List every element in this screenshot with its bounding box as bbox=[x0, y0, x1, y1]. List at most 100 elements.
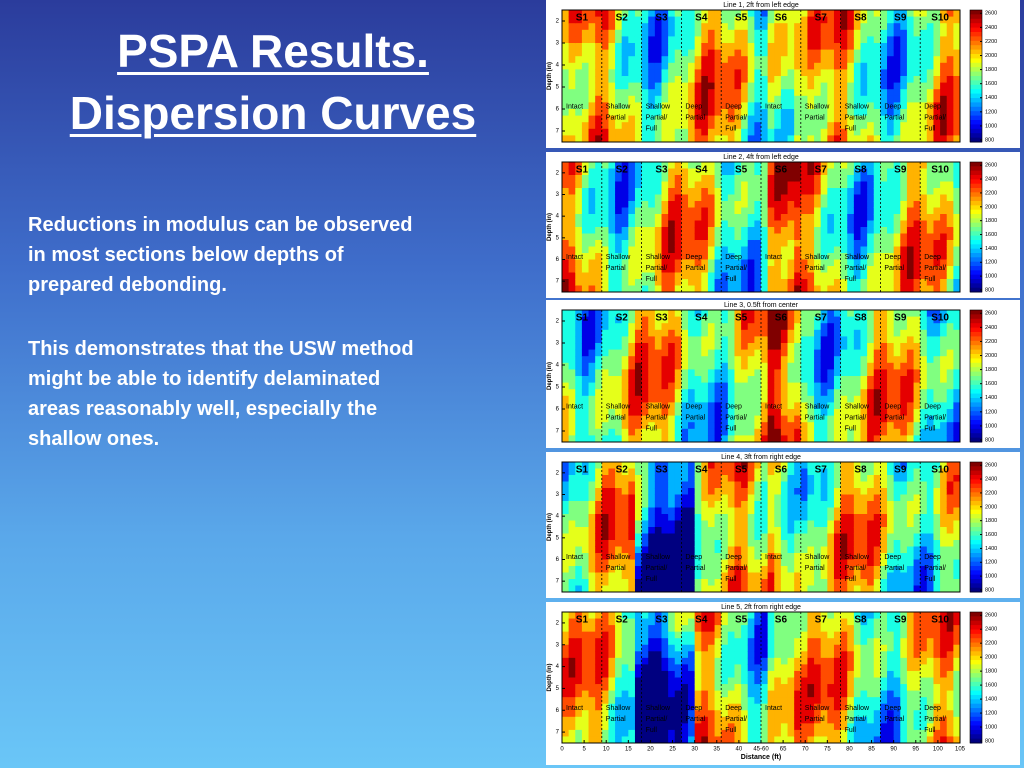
contour-cell bbox=[840, 415, 848, 423]
contour-cell bbox=[900, 462, 908, 469]
contour-cell bbox=[900, 316, 908, 324]
contour-cell bbox=[588, 349, 596, 357]
colorbar-cell bbox=[970, 222, 982, 228]
contour-cell bbox=[701, 382, 709, 390]
contour-cell bbox=[860, 246, 868, 254]
contour-cell bbox=[641, 240, 649, 247]
contour-cell bbox=[794, 559, 802, 567]
contour-cell bbox=[694, 122, 702, 130]
contour-cell bbox=[628, 468, 636, 476]
section-label: S1 bbox=[576, 13, 589, 24]
contour-cell bbox=[833, 494, 842, 502]
contour-cell bbox=[628, 188, 636, 195]
contour-cell bbox=[847, 585, 855, 593]
contour-cell bbox=[681, 494, 689, 502]
contour-cell bbox=[654, 520, 662, 528]
contour-cell bbox=[913, 356, 921, 364]
contour-cell bbox=[913, 162, 921, 169]
contour-cell bbox=[807, 207, 815, 215]
contour-cell bbox=[774, 175, 782, 182]
contour-cell bbox=[761, 246, 769, 254]
contour-cell bbox=[906, 369, 915, 377]
contour-cell bbox=[800, 579, 808, 586]
contour-cell bbox=[714, 89, 722, 97]
contour-cell bbox=[827, 76, 835, 84]
contour-cell bbox=[807, 233, 815, 241]
contour-cell bbox=[714, 253, 722, 260]
contour-cell bbox=[880, 501, 888, 508]
contour-cell bbox=[707, 356, 716, 364]
contour-cell bbox=[946, 323, 954, 331]
contour-cell bbox=[694, 402, 702, 410]
contour-cell bbox=[946, 10, 954, 18]
contour-cell bbox=[780, 520, 789, 528]
contour-cell bbox=[701, 240, 709, 247]
contour-cell bbox=[847, 162, 855, 169]
contour-cell bbox=[761, 329, 769, 337]
colorbar-cell bbox=[970, 253, 982, 258]
contour-cell bbox=[926, 36, 934, 44]
contour-cell bbox=[747, 240, 755, 247]
contour-cell bbox=[787, 585, 795, 593]
contour-cell bbox=[847, 259, 855, 267]
contour-cell bbox=[853, 316, 861, 324]
contour-cell bbox=[707, 36, 716, 44]
contour-cell bbox=[814, 181, 822, 189]
contour-cell bbox=[648, 323, 656, 331]
contour-cell bbox=[880, 188, 888, 195]
contour-cell bbox=[940, 233, 948, 241]
contour-cell bbox=[800, 514, 808, 521]
contour-cell bbox=[946, 194, 954, 202]
contour-cell bbox=[754, 233, 762, 241]
contour-cell bbox=[694, 207, 702, 215]
contour-cell bbox=[840, 285, 848, 293]
contour-cell bbox=[714, 36, 722, 44]
contour-cell bbox=[721, 115, 729, 123]
contour-cell bbox=[800, 109, 808, 117]
contour-cell bbox=[940, 323, 948, 331]
contour-cell bbox=[701, 310, 709, 318]
section-label: S8 bbox=[854, 165, 867, 176]
contour-cell bbox=[661, 514, 669, 521]
contour-cell bbox=[847, 329, 855, 337]
contour-cell bbox=[920, 415, 928, 423]
contour-cell bbox=[661, 533, 669, 541]
contour-cell bbox=[920, 162, 928, 169]
contour-cell bbox=[628, 540, 636, 547]
colorbar-cell bbox=[970, 80, 982, 86]
contour-cell bbox=[688, 422, 696, 430]
contour-cell bbox=[807, 435, 815, 443]
contour-cell bbox=[847, 214, 855, 221]
contour-cell bbox=[641, 585, 649, 593]
contour-cell bbox=[654, 162, 662, 169]
contour-cell bbox=[674, 402, 682, 410]
contour-cell bbox=[900, 279, 908, 286]
contour-cell bbox=[794, 128, 802, 136]
contour-cell bbox=[926, 343, 934, 351]
contour-cell bbox=[654, 428, 662, 436]
contour-cell bbox=[681, 481, 689, 489]
contour-cell bbox=[893, 95, 901, 103]
contour-cell bbox=[800, 207, 808, 215]
contour-cell bbox=[820, 362, 828, 370]
contour-cell bbox=[615, 316, 623, 324]
contour-cell bbox=[681, 507, 689, 515]
contour-cell bbox=[833, 501, 842, 508]
contour-cell bbox=[734, 343, 742, 351]
contour-cell bbox=[741, 246, 749, 254]
contour-cell bbox=[814, 259, 822, 267]
contour-cell bbox=[774, 475, 782, 482]
contour-cell bbox=[701, 579, 709, 586]
contour-cell bbox=[595, 36, 603, 44]
contour-cell bbox=[820, 220, 828, 228]
condition-label: Partial/ bbox=[646, 415, 668, 422]
contour-cell bbox=[568, 462, 576, 469]
contour-cell bbox=[628, 343, 636, 351]
contour-cell bbox=[920, 240, 928, 247]
contour-cell bbox=[754, 316, 762, 324]
contour-cell bbox=[634, 135, 643, 143]
colorbar-cell bbox=[970, 274, 982, 280]
contour-cell bbox=[940, 428, 948, 436]
contour-cell bbox=[562, 188, 570, 195]
contour-cell bbox=[601, 233, 609, 241]
